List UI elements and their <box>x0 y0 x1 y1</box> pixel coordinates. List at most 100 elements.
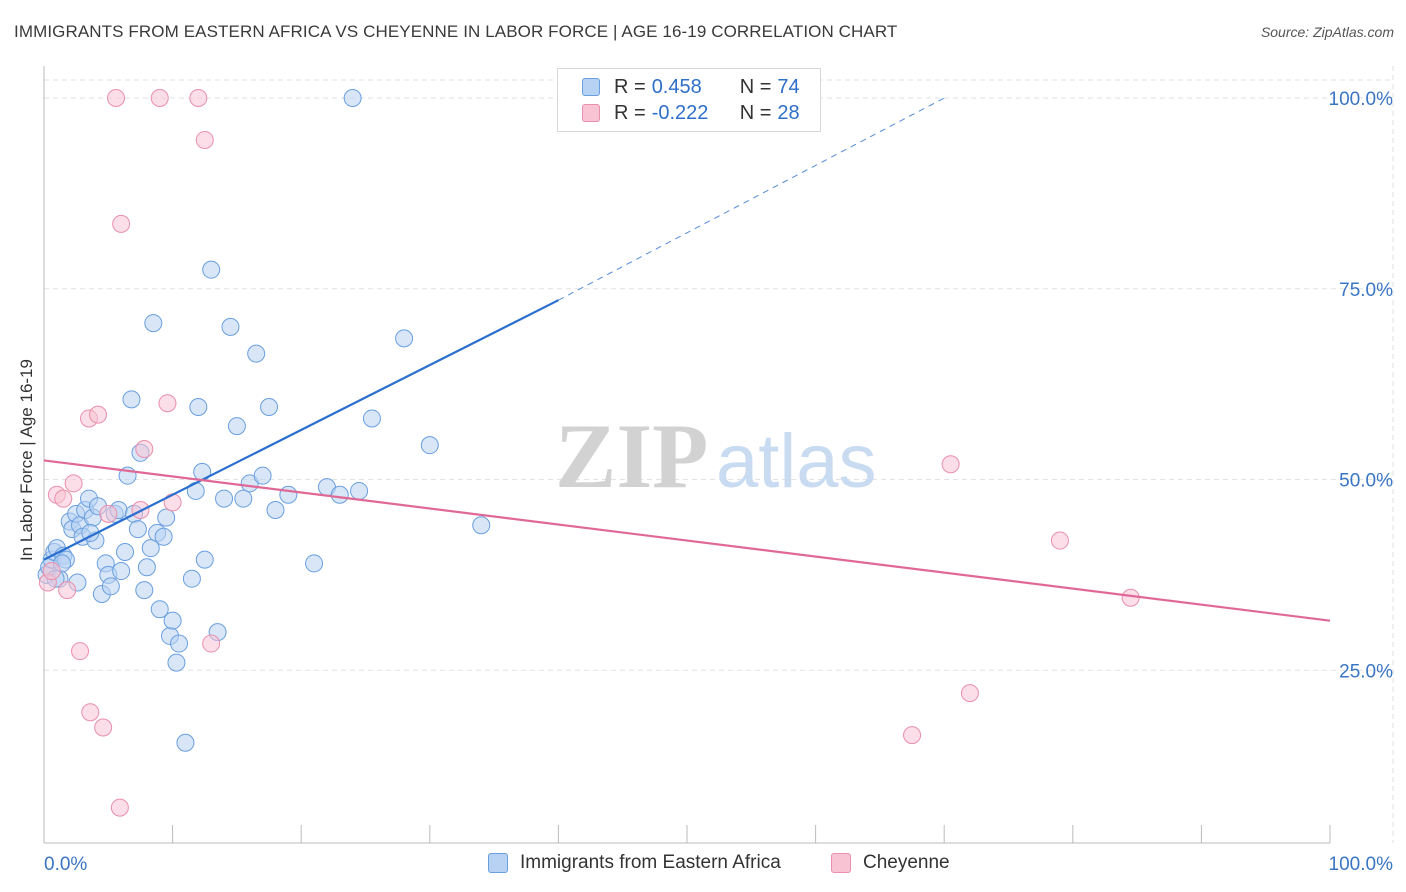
trend-line-immigrants <box>43 299 559 561</box>
legend-r-value: 0.458 <box>651 75 702 98</box>
data-point-immigrants <box>135 581 154 600</box>
series-immigrants-points <box>37 89 491 752</box>
data-point-immigrants <box>144 314 163 333</box>
data-point-immigrants <box>472 516 491 535</box>
trend-lines <box>43 97 1331 622</box>
legend-swatch-immigrants <box>582 78 600 96</box>
legend-item-immigrants[interactable]: Immigrants from Eastern Africa <box>488 852 781 874</box>
legend-label-immigrants: Immigrants from Eastern Africa <box>520 852 781 873</box>
data-point-cheyenne <box>941 455 960 474</box>
data-point-immigrants <box>141 539 160 558</box>
series-legend: Immigrants from Eastern Africa Cheyenne <box>0 852 1406 878</box>
data-point-cheyenne <box>195 130 214 149</box>
data-point-immigrants <box>150 600 169 619</box>
data-point-immigrants <box>395 329 414 348</box>
y-tick-label: 50.0% <box>1339 471 1393 492</box>
data-point-cheyenne <box>107 89 126 107</box>
data-point-immigrants <box>176 733 195 752</box>
legend-n-label: N = <box>739 75 772 98</box>
data-point-cheyenne <box>89 405 108 424</box>
data-point-cheyenne <box>110 798 129 817</box>
legend-row-cheyenne: R = -0.222 N = 28 <box>582 101 800 125</box>
axes <box>43 66 1331 844</box>
data-point-immigrants <box>279 485 298 504</box>
y-tick-label: 100.0% <box>1329 89 1394 110</box>
correlation-legend: R = 0.458 N = 74 R = -0.222 N = 28 <box>557 68 821 132</box>
data-point-immigrants <box>221 317 240 336</box>
data-point-cheyenne <box>158 394 177 413</box>
data-point-cheyenne <box>960 684 979 703</box>
data-point-cheyenne <box>94 718 113 737</box>
legend-swatch-cheyenne <box>582 104 600 122</box>
watermark-zip: ZIP <box>555 405 708 507</box>
data-point-immigrants <box>154 527 173 546</box>
legend-swatch-immigrants <box>488 853 508 873</box>
data-point-cheyenne <box>1121 588 1140 607</box>
data-point-immigrants <box>101 577 120 596</box>
tick-labels: 25.0% 50.0% 75.0% 100.0% 0.0% 100.0% <box>44 89 1393 875</box>
trend-line-cheyenne <box>43 459 1331 622</box>
data-point-cheyenne <box>64 474 83 493</box>
chart-title: IMMIGRANTS FROM EASTERN AFRICA VS CHEYEN… <box>14 22 898 41</box>
data-point-cheyenne <box>163 493 182 512</box>
data-point-immigrants <box>128 520 147 539</box>
data-point-cheyenne <box>150 89 169 107</box>
data-point-immigrants <box>157 508 176 527</box>
data-point-immigrants <box>227 417 246 436</box>
data-point-immigrants <box>182 569 201 588</box>
data-point-cheyenne <box>54 489 73 508</box>
data-point-immigrants <box>202 260 221 279</box>
data-point-cheyenne <box>135 439 154 458</box>
y-axis-label: In Labor Force | Age 16-19 <box>17 359 36 561</box>
legend-swatch-cheyenne <box>831 853 851 873</box>
legend-r-value: -0.222 <box>651 101 709 124</box>
data-point-immigrants <box>122 390 141 409</box>
legend-label-cheyenne: Cheyenne <box>863 852 950 873</box>
y-tick-label: 75.0% <box>1339 280 1393 301</box>
data-point-immigrants <box>260 398 279 417</box>
data-point-cheyenne <box>81 703 100 722</box>
data-point-cheyenne <box>71 642 90 661</box>
data-point-cheyenne <box>1050 531 1069 550</box>
data-point-immigrants <box>137 558 156 577</box>
legend-n-value: 28 <box>777 101 800 124</box>
data-point-immigrants <box>350 481 369 500</box>
data-point-cheyenne <box>42 562 61 581</box>
legend-n-label: N = <box>739 101 772 124</box>
legend-item-cheyenne[interactable]: Cheyenne <box>831 852 950 874</box>
x-tick-label: 100.0% <box>1329 854 1394 875</box>
x-tick-label: 0.0% <box>44 854 87 875</box>
data-point-immigrants <box>420 436 439 455</box>
data-point-cheyenne <box>202 634 221 653</box>
data-point-immigrants <box>234 489 253 508</box>
legend-r-label: R = <box>614 101 646 124</box>
data-point-cheyenne <box>112 214 131 233</box>
data-point-immigrants <box>112 562 131 581</box>
data-point-immigrants <box>167 653 186 672</box>
legend-row-immigrants: R = 0.458 N = 74 <box>582 75 800 99</box>
data-point-cheyenne <box>58 581 77 600</box>
series-cheyenne-points <box>38 89 1140 817</box>
legend-n-value: 74 <box>777 75 800 98</box>
data-point-immigrants <box>215 489 234 508</box>
y-tick-label: 25.0% <box>1339 661 1393 682</box>
data-point-immigrants <box>163 611 182 630</box>
data-point-cheyenne <box>99 504 118 523</box>
data-point-immigrants <box>305 554 324 573</box>
data-point-immigrants <box>247 344 266 363</box>
data-point-immigrants <box>253 466 272 485</box>
legend-r-label: R = <box>614 75 646 98</box>
data-point-immigrants <box>195 550 214 569</box>
data-point-immigrants <box>362 409 381 428</box>
data-point-cheyenne <box>903 726 922 745</box>
source-label: Source: ZipAtlas.com <box>1260 24 1394 40</box>
data-point-immigrants <box>170 634 189 653</box>
data-point-immigrants <box>189 398 208 417</box>
watermark: ZIP atlas <box>555 405 877 507</box>
data-point-immigrants <box>330 485 349 504</box>
data-point-immigrants <box>266 501 285 520</box>
watermark-atlas: atlas <box>716 419 877 504</box>
data-point-immigrants <box>343 89 362 107</box>
data-point-immigrants <box>116 542 135 561</box>
